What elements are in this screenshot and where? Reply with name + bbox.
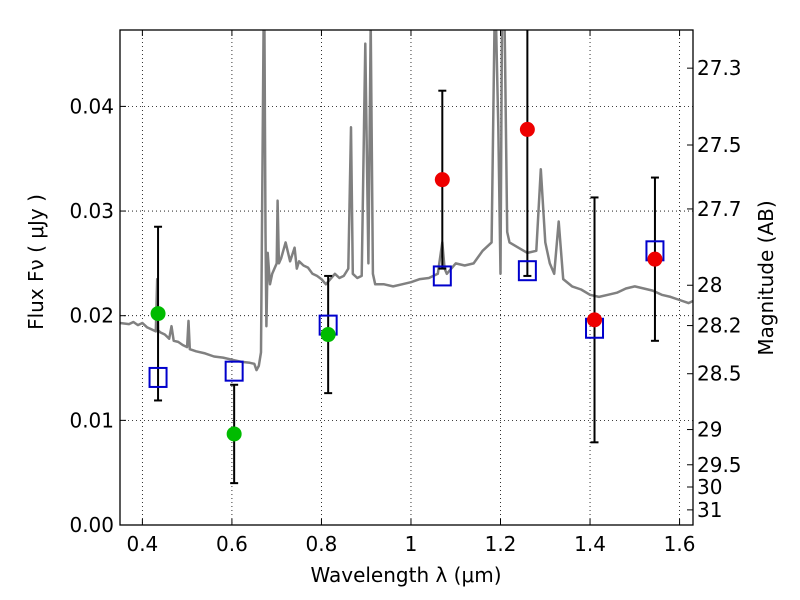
x-axis-label: Wavelength λ (μm): [310, 563, 501, 587]
y-tick-label: 0.03: [69, 199, 114, 223]
ticks: 0.4 0.6 0.8 1 1.2 1.4 1.6 0.00 0.01 0.02 0.03 0.04 2…: [69, 30, 742, 556]
mag-tick-label: 28.2: [697, 314, 742, 338]
model-photometry-square: [517, 260, 537, 282]
mag-tick-label: 29: [697, 418, 722, 442]
mag-tick-label: 28.5: [697, 362, 742, 386]
x-tick-label: 1.2: [485, 532, 517, 556]
x-tick-label: 0.4: [126, 532, 158, 556]
observed-flux-point: [226, 426, 242, 442]
mag-tick-label: 30: [697, 475, 722, 499]
x-tick-label: 1.6: [664, 532, 696, 556]
observed-flux-point: [647, 251, 663, 267]
mag-tick-label: 31: [697, 498, 722, 522]
x-tick-label: 0.6: [216, 532, 248, 556]
y-axis-label: Flux Fν ( μJy ): [24, 194, 48, 330]
model-photometry-square: [148, 366, 168, 388]
y-tick-label: 0.04: [69, 94, 114, 118]
mag-tick-label: 28: [697, 273, 722, 297]
observed-flux-point: [519, 121, 535, 137]
mag-tick-label: 29.5: [697, 453, 742, 477]
x-tick-label: 0.8: [306, 532, 338, 556]
mag-tick-label: 27.3: [697, 56, 742, 80]
observed-flux-point: [320, 327, 336, 343]
mag-tick-label: 27.5: [697, 133, 742, 157]
y-tick-label: 0.01: [69, 408, 114, 432]
x-tick-label: 1.4: [574, 532, 606, 556]
y-tick-label: 0.02: [69, 304, 114, 328]
y-tick-label: 0.00: [69, 513, 114, 537]
plot-frame: [119, 29, 694, 526]
observed-flux-point: [150, 306, 166, 322]
observed-flux-point: [434, 172, 450, 188]
model-photometry-square: [432, 265, 452, 287]
grid: [120, 30, 693, 525]
series-layer: [120, 30, 693, 485]
x-tick-label: 1: [405, 532, 418, 556]
y2-axis-label: Magnitude (AB): [754, 200, 778, 355]
observed-flux-point: [587, 312, 603, 328]
mag-tick-label: 27.7: [697, 197, 742, 221]
model-photometry-square: [224, 360, 244, 382]
model-spectrum-line: [120, 30, 693, 372]
